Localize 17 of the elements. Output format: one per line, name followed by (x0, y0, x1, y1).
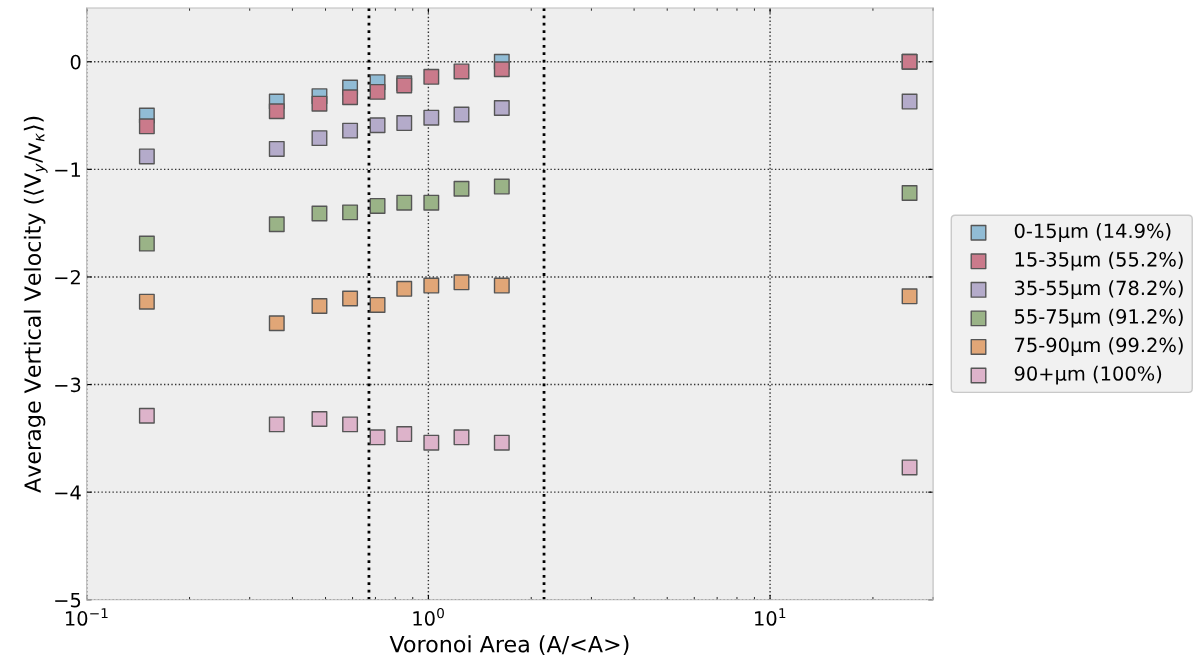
legend-label: 55-75μm (91.2%) (1015, 308, 1183, 328)
legend-label: 75-90μm (99.2%) (1015, 337, 1183, 357)
legend-label: 15-35μm (55.2%) (1015, 251, 1183, 271)
y-tick-label: −3 (55, 377, 81, 393)
legend-label: 90+μm (100%) (1014, 365, 1162, 385)
y-tick-label: −2 (55, 269, 80, 285)
x-tick-label: 10$^{0}$ (413, 607, 444, 626)
y-tick-label: 0 (70, 54, 81, 70)
x-tick-label: 10$^{1}$ (755, 608, 786, 626)
legend-label: 0-15μm (14.9%) (1014, 223, 1171, 242)
y-axis-title: Average Vertical Velocity (⟨V$_{y}$/v$_{κ}$⟩) (23, 116, 48, 493)
y-tick-label: −4 (55, 485, 81, 500)
y-tick-label: −5 (55, 592, 81, 608)
y-tick-label: −1 (55, 162, 81, 177)
x-tick-label: 10$^{−1}$ (65, 608, 108, 626)
x-axis-title: Voronoi Area (A/<A>) (389, 635, 629, 656)
legend-label: 35-55μm (78.2%) (1014, 280, 1183, 299)
